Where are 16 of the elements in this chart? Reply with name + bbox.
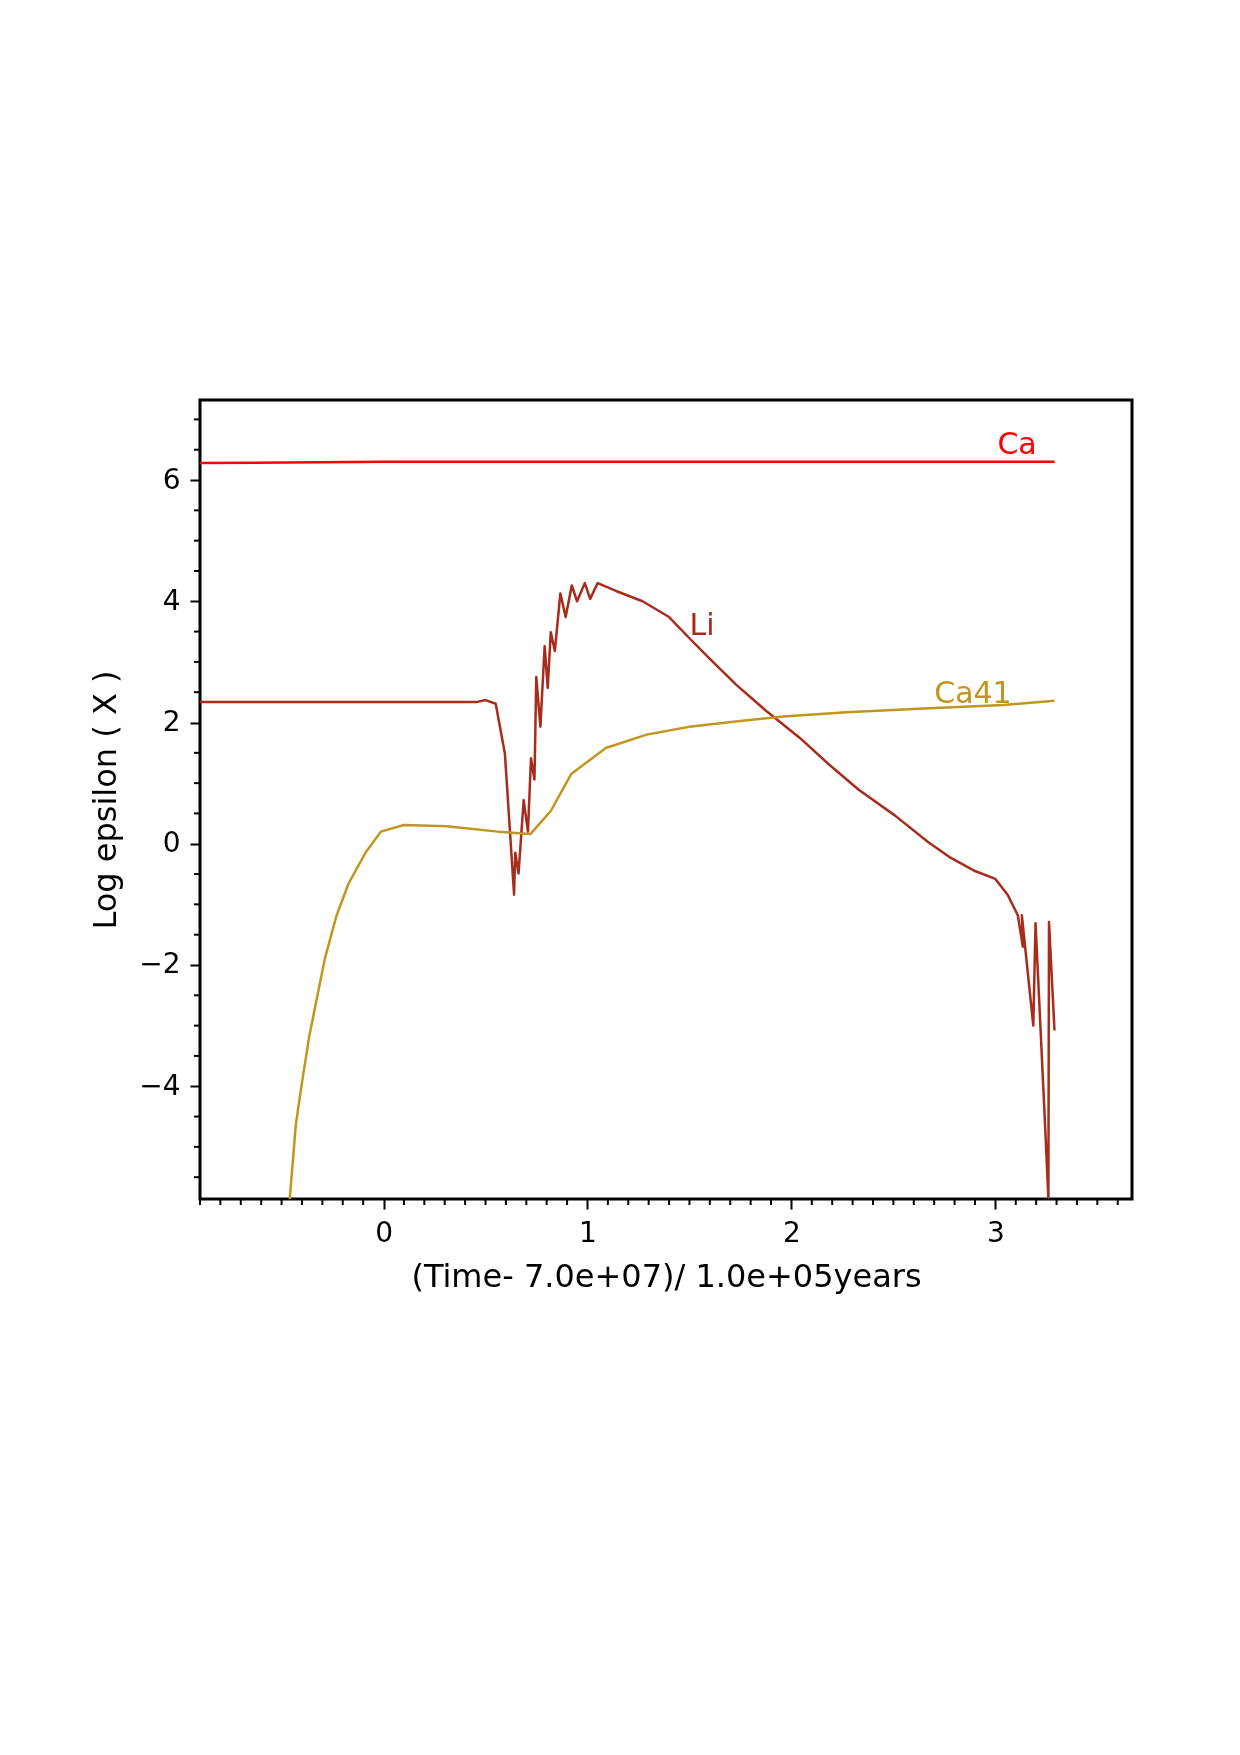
y-tick-label: 2: [162, 705, 181, 739]
x-tick-label: 3: [986, 1215, 1005, 1249]
x-tick-label: 2: [783, 1215, 801, 1249]
x-axis-title: (Time- 7.0e+07)/ 1.0e+05years: [411, 1256, 922, 1295]
annotation: Ca41: [934, 674, 1012, 710]
y-tick-label: 4: [162, 583, 181, 617]
x-tick-label: 0: [375, 1215, 393, 1249]
y-tick-label: 0: [162, 826, 181, 860]
y-axis-title: Log epsilon ( X ): [86, 670, 125, 930]
annotation: Li: [689, 607, 715, 643]
y-tick-label: −4: [139, 1068, 181, 1102]
x-tick-label: 1: [579, 1215, 597, 1249]
line-series: [200, 581, 1056, 1199]
annotation: Ca: [997, 426, 1037, 462]
y-tick-label: −2: [139, 947, 181, 981]
y-tick-label: 6: [162, 462, 181, 496]
